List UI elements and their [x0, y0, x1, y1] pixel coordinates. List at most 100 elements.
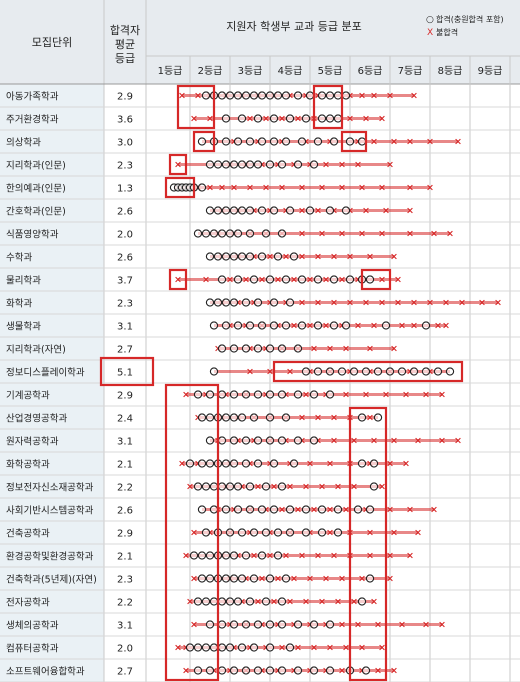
fail-mark — [287, 368, 293, 375]
fail-mark — [207, 115, 213, 122]
fail-mark-stroke — [267, 552, 273, 559]
fail-mark — [479, 299, 485, 306]
pass-mark — [265, 344, 275, 353]
fail-mark-stroke — [327, 506, 333, 513]
pass-mark — [249, 91, 259, 100]
fail-mark — [327, 345, 333, 352]
pass-mark — [233, 275, 243, 284]
fail-mark-stroke — [267, 368, 273, 375]
pass-mark — [261, 229, 271, 238]
pass-mark — [209, 482, 219, 491]
pass-mark — [225, 528, 235, 537]
fail-mark-stroke — [279, 115, 285, 122]
pass-mark — [229, 206, 239, 215]
fail-mark-stroke — [283, 552, 289, 559]
fail-mark-stroke — [311, 345, 317, 352]
fail-mark-stroke — [343, 506, 349, 513]
fail-mark — [323, 161, 329, 168]
fail-mark-stroke — [207, 115, 213, 122]
fail-mark — [495, 299, 501, 306]
avg-grades: 2.9 3.6 3.0 2.3 1.3 2.6 2.0 2.6 3.7 2.3 3.1 2.7 5.1 2… — [117, 92, 133, 678]
fail-mark-stroke — [399, 621, 405, 628]
pass-mark — [205, 459, 215, 468]
pass-mark — [305, 91, 315, 100]
pass-mark — [229, 459, 239, 468]
pass-mark — [217, 597, 227, 606]
fail-mark — [307, 460, 313, 467]
pass-mark — [225, 643, 235, 652]
fail-mark-stroke — [399, 322, 405, 329]
unit-name: 한의예과(인문) — [6, 184, 66, 195]
pass-mark — [253, 666, 263, 675]
fail-mark — [219, 184, 225, 191]
fail-mark-stroke — [263, 115, 269, 122]
fail-mark-stroke — [327, 529, 333, 536]
fail-mark — [391, 667, 397, 674]
pass-mark — [193, 666, 203, 675]
fail-mark-stroke — [407, 230, 413, 237]
fail-mark — [395, 276, 401, 283]
fail-mark — [303, 598, 309, 605]
fail-mark-stroke — [355, 322, 361, 329]
fail-mark-stroke — [291, 322, 297, 329]
fail-mark-stroke — [367, 552, 373, 559]
fail-mark-stroke — [191, 529, 197, 536]
pass-mark — [281, 91, 291, 100]
fail-mark-stroke — [279, 644, 285, 651]
pass-mark — [273, 252, 283, 261]
fail-mark-stroke — [415, 529, 421, 536]
unit-name: 지리학과(자연) — [6, 345, 66, 356]
pass-mark — [197, 505, 207, 514]
avg-grade: 2.7 — [117, 345, 133, 356]
fail-mark-stroke — [339, 184, 345, 191]
fail-mark-stroke — [315, 299, 321, 306]
pass-mark — [249, 528, 259, 537]
pass-mark — [233, 321, 243, 330]
pass-mark — [249, 574, 259, 583]
unit-name: 원자력공학과 — [6, 436, 59, 448]
fail-mark-stroke — [303, 391, 309, 398]
fail-mark — [391, 138, 397, 145]
fail-mark — [339, 667, 345, 674]
fail-mark — [383, 391, 389, 398]
pass-mark — [301, 367, 311, 376]
avg-grade: 2.2 — [117, 598, 133, 609]
pass-mark — [245, 252, 255, 261]
fail-mark-stroke — [295, 115, 301, 122]
fail-mark-stroke — [371, 92, 377, 99]
fail-mark-stroke — [375, 621, 381, 628]
fail-mark-stroke — [287, 598, 293, 605]
pass-mark — [245, 229, 255, 238]
fail-mark-stroke — [379, 483, 385, 490]
pass-mark — [333, 505, 343, 514]
fail-mark — [179, 92, 185, 99]
fail-mark-stroke — [435, 322, 441, 329]
pass-mark — [257, 321, 267, 330]
fail-mark — [455, 138, 461, 145]
header-avg-line1: 합격자 — [110, 24, 140, 37]
fail-mark-stroke — [287, 483, 293, 490]
pass-mark — [285, 298, 295, 307]
fail-mark-stroke — [331, 552, 337, 559]
pass-mark — [293, 666, 303, 675]
header-background — [0, 0, 520, 84]
fail-mark — [351, 437, 357, 444]
fail-mark — [407, 552, 413, 559]
pass-mark — [293, 620, 303, 629]
fail-mark — [379, 483, 385, 490]
fail-mark — [399, 322, 405, 329]
pass-mark — [217, 390, 227, 399]
fail-mark — [299, 299, 305, 306]
pass-mark — [265, 620, 275, 629]
fail-mark — [279, 506, 285, 513]
unit-name: 사회기반시스템공학과 — [6, 505, 94, 517]
fail-mark-stroke — [247, 184, 253, 191]
pass-mark — [253, 160, 263, 169]
unit-name: 전자공학과 — [6, 598, 50, 609]
fail-mark-stroke — [427, 299, 433, 306]
fail-mark-stroke — [295, 644, 301, 651]
pass-mark — [409, 367, 419, 376]
pass-mark — [313, 367, 323, 376]
avg-grade: 3.1 — [117, 621, 133, 632]
fail-mark-stroke — [191, 621, 197, 628]
